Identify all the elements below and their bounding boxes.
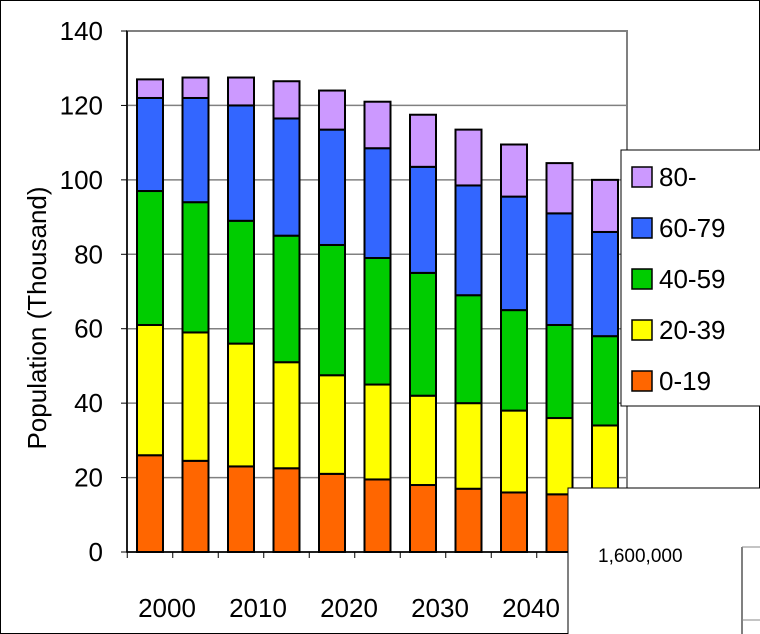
bar-segment-20-39 <box>272 361 301 470</box>
bar-segment-0-19 <box>181 459 210 554</box>
x-tick-label: 2030 <box>411 593 469 623</box>
legend-swatch-80- <box>631 166 653 188</box>
bar-segment-60-79 <box>363 147 392 260</box>
y-tick-label: 100 <box>60 165 103 195</box>
x-tick-label: 2020 <box>320 593 378 623</box>
bar-segment-80- <box>227 76 255 107</box>
bar-segment-20-39 <box>545 417 574 496</box>
bar-segment-60-79 <box>181 96 210 204</box>
bar-segment-40-59 <box>500 309 528 412</box>
bar-segment-40-59 <box>136 190 164 326</box>
legend: 80- 60-79 40-59 20-39 0-19 <box>620 149 760 407</box>
legend-label-40-59: 40-59 <box>659 264 726 294</box>
bar-segment-0-19 <box>318 472 346 554</box>
y-tick-label: 20 <box>74 463 103 493</box>
bar-segment-80- <box>591 178 619 233</box>
bar-segment-20-39 <box>181 331 210 462</box>
x-tick-label: 2040 <box>502 593 560 623</box>
legend-swatch-0-19 <box>631 370 653 392</box>
bar-segment-40-59 <box>454 294 483 405</box>
bar-segment-80- <box>136 78 164 99</box>
bar-segment-80- <box>545 162 574 215</box>
legend-label-80-: 80- <box>659 162 697 192</box>
bar-segment-40-59 <box>227 219 255 345</box>
bar-segment-40-59 <box>545 323 574 420</box>
bar-segment-0-19 <box>454 487 483 554</box>
bar-segment-80- <box>272 80 301 120</box>
bar-segment-80- <box>363 100 392 150</box>
bar-segment-80- <box>181 76 210 99</box>
y-tick-label: 140 <box>60 16 103 46</box>
inset-chart-fragment: 1,600,000 <box>567 487 760 634</box>
bar-segment-60-79 <box>227 104 255 222</box>
bar-segment-60-79 <box>500 195 528 312</box>
bar-segment-40-59 <box>272 234 301 364</box>
bar-segment-60-79 <box>318 128 346 246</box>
bar-segment-80- <box>318 89 346 131</box>
bar-segment-80- <box>454 128 483 187</box>
bar-segment-60-79 <box>136 96 164 193</box>
bar-segment-0-19 <box>409 484 437 553</box>
bar-segment-60-79 <box>591 230 619 338</box>
bar-segment-80- <box>500 143 528 198</box>
bar-segment-60-79 <box>454 184 483 297</box>
bar-segment-0-19 <box>227 465 255 553</box>
x-tick-label: 2010 <box>229 593 287 623</box>
legend-swatch-40-59 <box>631 268 653 290</box>
y-tick-label: 60 <box>74 314 103 344</box>
y-tick-label: 120 <box>60 90 103 120</box>
bar-segment-20-39 <box>500 409 528 494</box>
x-tick-label: 2000 <box>138 593 196 623</box>
inset-axis-label: 1,600,000 <box>598 546 683 567</box>
bar-segment-60-79 <box>545 212 574 326</box>
legend-swatch-20-39 <box>631 319 653 341</box>
bar-segment-80- <box>409 113 437 168</box>
bar-segment-20-39 <box>363 383 392 481</box>
bar-segment-60-79 <box>409 165 437 274</box>
bar-segment-0-19 <box>272 467 301 553</box>
y-tick-label: 80 <box>74 239 103 269</box>
bar-segment-0-19 <box>136 454 164 553</box>
legend-label-60-79: 60-79 <box>659 213 726 243</box>
bar-segment-20-39 <box>409 394 437 487</box>
bar-segment-40-59 <box>409 271 437 397</box>
bar-segment-20-39 <box>318 374 346 475</box>
bar-segment-40-59 <box>363 257 392 386</box>
bar-segment-0-19 <box>500 491 528 554</box>
bar-segment-40-59 <box>181 201 210 334</box>
legend-swatch-60-79 <box>631 217 653 239</box>
bar-segment-20-39 <box>227 342 255 468</box>
bars <box>136 76 619 554</box>
axes <box>121 30 627 558</box>
bar-segment-40-59 <box>318 243 346 377</box>
bar-segment-60-79 <box>272 117 301 237</box>
y-axis-label: Population (Thousand) <box>22 186 52 449</box>
bar-segment-0-19 <box>363 478 392 553</box>
inset-frame <box>567 487 760 634</box>
legend-label-20-39: 20-39 <box>659 315 726 345</box>
bar-segment-20-39 <box>454 402 483 490</box>
bar-segment-40-59 <box>591 335 619 427</box>
y-tick-label: 40 <box>74 388 103 418</box>
y-tick-label: 0 <box>89 537 103 567</box>
legend-label-0-19: 0-19 <box>659 366 711 396</box>
bar-segment-20-39 <box>136 323 164 457</box>
